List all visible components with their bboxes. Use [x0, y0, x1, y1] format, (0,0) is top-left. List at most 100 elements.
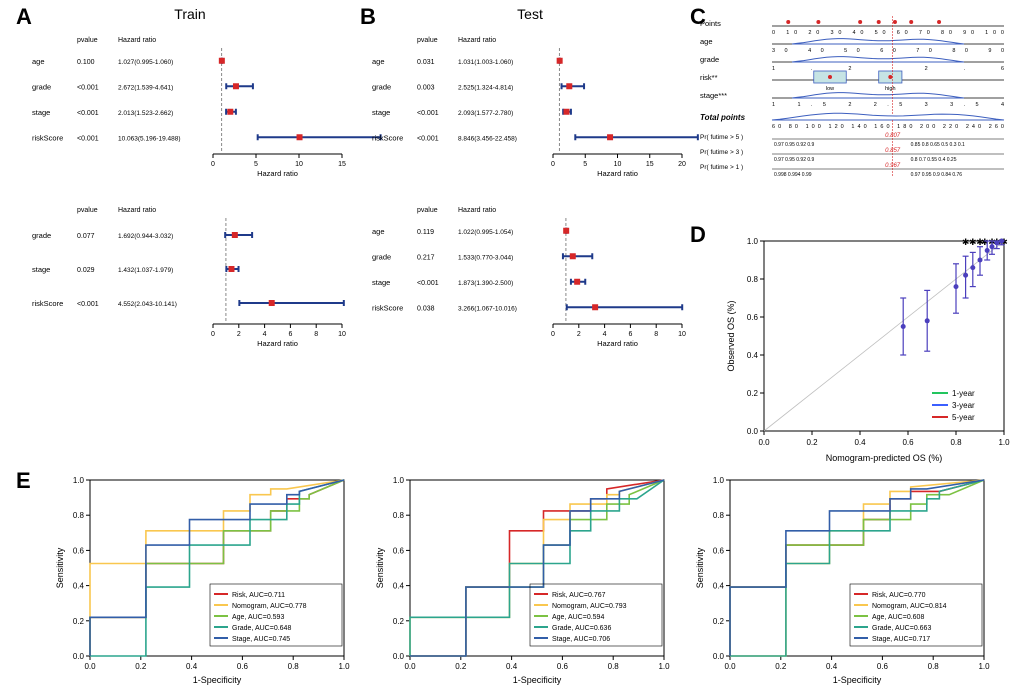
svg-text:0.003: 0.003 — [417, 84, 435, 91]
panel-label-B: B — [360, 4, 376, 30]
svg-text:Nomogram, AUC=0.793: Nomogram, AUC=0.793 — [552, 603, 627, 610]
svg-text:0.998 0.994 0.99: 0.998 0.994 0.99 — [774, 172, 812, 178]
svg-text:0.0: 0.0 — [724, 662, 736, 671]
svg-text:grade: grade — [32, 82, 51, 91]
svg-text:0.4: 0.4 — [506, 662, 518, 671]
svg-text:10: 10 — [295, 161, 303, 168]
svg-text:60 80 100 120 140 160 180 200: 60 80 100 120 140 160 180 200 220 240 26… — [772, 124, 1004, 130]
svg-text:0.4: 0.4 — [73, 582, 85, 591]
svg-text:1.432(1.037-1.979): 1.432(1.037-1.979) — [118, 267, 173, 274]
svg-text:3.266(1.067-10.016): 3.266(1.067-10.016) — [458, 305, 517, 312]
svg-text:2: 2 — [577, 331, 581, 338]
svg-text:1 1.5 2 2.5 3 3.5 4: 1 1.5 2 2.5 3 3.5 4 — [772, 102, 1004, 108]
svg-text:Hazard ratio: Hazard ratio — [458, 207, 496, 214]
svg-text:low: low — [826, 86, 834, 92]
svg-text:Hazard ratio: Hazard ratio — [257, 339, 298, 348]
svg-text:0.6: 0.6 — [393, 546, 405, 555]
svg-text:0.8: 0.8 — [288, 662, 300, 671]
svg-text:Nomogram, AUC=0.814: Nomogram, AUC=0.814 — [872, 603, 947, 610]
svg-text:10.063(5.196-19.488): 10.063(5.196-19.488) — [118, 135, 181, 142]
svg-text:0.2: 0.2 — [713, 617, 725, 626]
svg-text:risk**: risk** — [700, 73, 718, 82]
svg-text:pvalue: pvalue — [417, 37, 438, 44]
svg-text:0.97 0.95 0.92 0.9: 0.97 0.95 0.92 0.9 — [774, 157, 815, 163]
panel-label-A: A — [16, 4, 32, 30]
svg-text:0.2: 0.2 — [73, 617, 85, 626]
svg-text:0.077: 0.077 — [77, 233, 95, 240]
svg-text:Pr( futime > 5 ): Pr( futime > 5 ) — [700, 134, 743, 141]
svg-text:10: 10 — [338, 331, 346, 338]
svg-text:pvalue: pvalue — [77, 37, 98, 44]
svg-text:riskScore: riskScore — [372, 133, 403, 142]
svg-text:1-Specificity: 1-Specificity — [513, 675, 562, 685]
svg-text:8.846(3.456-22.458): 8.846(3.456-22.458) — [458, 135, 517, 142]
svg-text:0.031: 0.031 — [417, 59, 435, 66]
svg-text:0.6: 0.6 — [237, 662, 249, 671]
svg-text:20: 20 — [678, 161, 686, 168]
svg-text:Stage, AUC=0.745: Stage, AUC=0.745 — [232, 636, 290, 643]
svg-text:<0.001: <0.001 — [417, 110, 439, 117]
svg-text:0.0: 0.0 — [393, 652, 405, 661]
svg-text:pvalue: pvalue — [77, 207, 98, 214]
svg-text:1.0: 1.0 — [73, 476, 85, 485]
svg-text:Sensitivity: Sensitivity — [55, 547, 65, 588]
svg-text:0.8: 0.8 — [747, 275, 759, 284]
svg-text:0.8: 0.8 — [713, 511, 725, 520]
forest-A-lower: pvalueHazard ratiograde0.0771.692(0.944-… — [30, 200, 350, 350]
svg-text:2.093(1.577-2.780): 2.093(1.577-2.780) — [458, 110, 513, 117]
svg-text:Age, AUC=0.593: Age, AUC=0.593 — [232, 614, 284, 621]
svg-text:Stage, AUC=0.717: Stage, AUC=0.717 — [872, 636, 930, 643]
svg-text:Sensitivity: Sensitivity — [375, 547, 385, 588]
svg-text:0.8 0.7 0.55 0.4 0.25: 0.8 0.7 0.55 0.4 0.25 — [911, 157, 957, 163]
svg-text:0.8: 0.8 — [608, 662, 620, 671]
svg-text:1.0: 1.0 — [338, 662, 350, 671]
svg-text:Age, AUC=0.594: Age, AUC=0.594 — [552, 614, 604, 621]
svg-text:0.038: 0.038 — [417, 305, 435, 312]
svg-text:riskScore: riskScore — [32, 133, 63, 142]
svg-text:<0.001: <0.001 — [417, 280, 439, 287]
svg-text:0: 0 — [211, 161, 215, 168]
svg-text:0.4: 0.4 — [747, 351, 759, 360]
svg-text:age: age — [32, 57, 45, 66]
svg-text:1.031(1.003-1.060): 1.031(1.003-1.060) — [458, 59, 513, 66]
svg-text:Grade, AUC=0.663: Grade, AUC=0.663 — [872, 625, 931, 632]
forest-A-upper: pvalueHazard ratioage0.1001.027(0.995-1.… — [30, 30, 350, 180]
svg-text:grade: grade — [372, 82, 391, 91]
svg-text:8: 8 — [314, 331, 318, 338]
svg-text:5: 5 — [254, 161, 258, 168]
title-test: Test — [460, 6, 600, 22]
svg-text:Nomogram-predicted OS (%): Nomogram-predicted OS (%) — [826, 453, 943, 463]
svg-text:riskScore: riskScore — [32, 299, 63, 308]
svg-text:2.525(1.324-4.814): 2.525(1.324-4.814) — [458, 84, 513, 91]
svg-text:15: 15 — [338, 161, 346, 168]
svg-text:Total points: Total points — [700, 113, 746, 122]
svg-text:0.4: 0.4 — [186, 662, 198, 671]
svg-text:1.0: 1.0 — [713, 476, 725, 485]
svg-text:1.533(0.770-3.044): 1.533(0.770-3.044) — [458, 254, 513, 261]
svg-text:1.873(1.390-2.500): 1.873(1.390-2.500) — [458, 280, 513, 287]
svg-text:0.100: 0.100 — [77, 59, 95, 66]
svg-text:2: 2 — [237, 331, 241, 338]
svg-text:age: age — [372, 57, 385, 66]
nomogram: Points0 10 20 30 40 50 60 70 80 90 100ag… — [700, 10, 1010, 220]
svg-text:pvalue: pvalue — [417, 207, 438, 214]
svg-text:0: 0 — [211, 331, 215, 338]
svg-text:stage: stage — [372, 278, 390, 287]
svg-text:0.0: 0.0 — [747, 427, 759, 436]
svg-text:4: 4 — [603, 331, 607, 338]
svg-text:0.97 0.95 0.9 0.84 0.76: 0.97 0.95 0.9 0.84 0.76 — [911, 172, 963, 178]
forest-B-upper: pvalueHazard ratioage0.0311.031(1.003-1.… — [370, 30, 690, 180]
svg-text:0.0: 0.0 — [404, 662, 416, 671]
svg-text:<0.001: <0.001 — [77, 301, 99, 308]
svg-text:1.0: 1.0 — [998, 438, 1010, 447]
svg-text:0.6: 0.6 — [713, 546, 725, 555]
svg-text:stage***: stage*** — [700, 91, 727, 100]
svg-text:10: 10 — [678, 331, 686, 338]
svg-text:Age, AUC=0.608: Age, AUC=0.608 — [872, 614, 924, 621]
svg-text:high: high — [885, 86, 895, 92]
svg-text:1.022(0.995-1.054): 1.022(0.995-1.054) — [458, 229, 513, 236]
svg-text:0.2: 0.2 — [806, 438, 818, 447]
svg-text:0.029: 0.029 — [77, 267, 95, 274]
svg-text:0.217: 0.217 — [417, 254, 435, 261]
svg-text:Stage, AUC=0.706: Stage, AUC=0.706 — [552, 636, 610, 643]
